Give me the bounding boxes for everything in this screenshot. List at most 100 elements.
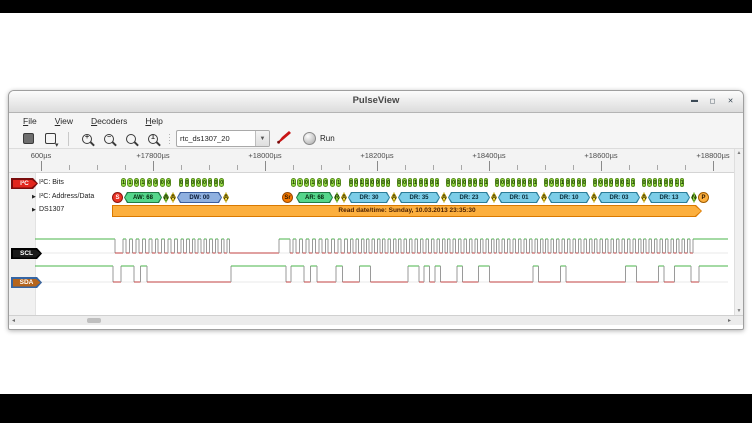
zoom-in-icon: + <box>82 133 92 144</box>
bit-annotation: 0 <box>500 178 505 187</box>
ruler-tick <box>41 161 42 171</box>
annotation-token-a: A <box>541 192 547 203</box>
bit-annotation: 0 <box>397 178 402 187</box>
expander-icon[interactable]: ▶ <box>32 194 36 200</box>
bit-annotation: 0 <box>565 178 570 187</box>
window-title: PulseView <box>352 95 400 106</box>
menu-item-view[interactable]: View <box>54 116 74 126</box>
annotation-token-dr-01: DR: 01 <box>498 192 540 203</box>
titlebar[interactable]: PulseView ▬ ◻ ✕ <box>9 91 743 113</box>
bit-annotation: 0 <box>446 178 451 187</box>
bit-annotation: 0 <box>527 178 532 187</box>
probe-button[interactable] <box>276 129 292 149</box>
bit-annotation: 0 <box>571 178 576 187</box>
bit-annotation: 0 <box>429 178 434 187</box>
ruler-tick <box>377 161 378 171</box>
bit-annotation: 0 <box>202 178 207 187</box>
zoom-in-button[interactable]: + <box>76 130 98 148</box>
v-scrollbar[interactable]: ▲ ▼ <box>734 149 743 315</box>
i2c-decoder-tag[interactable]: I²C <box>11 178 38 189</box>
decoder-row-label-bits[interactable]: I²C: Bits <box>39 179 64 186</box>
bit-annotation: 0 <box>386 178 391 187</box>
session-file-combobox[interactable]: rtc_ds1307_20 ▼ <box>176 130 270 147</box>
annotation-token-s: S <box>112 192 123 203</box>
run-button[interactable]: Run <box>298 131 340 146</box>
zoom-one-to-one-button[interactable]: 1 <box>142 130 164 148</box>
menu-item-file[interactable]: File <box>23 116 37 126</box>
maximize-button[interactable]: ◻ <box>709 97 716 105</box>
h-scrollbar-thumb[interactable] <box>87 318 101 323</box>
ruler-tick <box>321 165 322 170</box>
bit-annotation: 1 <box>291 178 297 187</box>
bit-annotation: 0 <box>329 178 335 187</box>
bit-annotation: 0 <box>418 178 423 187</box>
annotation-token-a: A <box>391 192 397 203</box>
trace-canvas[interactable]: I²C: Bits ▶ I²C: Address/Data ▶ DS1307 I… <box>9 173 743 315</box>
scroll-up-icon[interactable]: ▲ <box>736 150 742 156</box>
ruler-tick <box>349 165 350 170</box>
ruler-label: +18200µs <box>360 151 394 160</box>
minimize-button[interactable]: ▬ <box>691 97 698 104</box>
scroll-left-icon[interactable]: ◂ <box>12 318 16 324</box>
annotation-token-p: P <box>698 192 709 203</box>
annotation-token-a: A <box>591 192 597 203</box>
sda-channel-tag[interactable]: SDA <box>11 277 42 288</box>
bit-annotation: 1 <box>140 178 146 187</box>
expander-icon[interactable]: ▶ <box>32 207 36 213</box>
open-icon <box>22 133 34 144</box>
menu-item-decoders[interactable]: Decoders <box>91 116 128 126</box>
h-scrollbar[interactable]: ◂ ▸ <box>9 315 743 325</box>
bit-annotation: 1 <box>533 178 538 187</box>
zoom-fit-button[interactable] <box>120 130 142 148</box>
bit-annotation: 0 <box>179 178 184 187</box>
ruler-label: +18400µs <box>472 151 506 160</box>
bit-annotation: 0 <box>593 178 598 187</box>
open-button[interactable] <box>17 130 39 148</box>
bit-annotation: 0 <box>354 178 359 187</box>
save-button[interactable] <box>39 130 61 149</box>
ruler-tick <box>265 161 266 171</box>
ruler-tick <box>153 161 154 171</box>
bit-annotation: 1 <box>625 178 630 187</box>
bit-annotation: 1 <box>365 178 370 187</box>
ruler-tick <box>573 165 574 170</box>
bit-annotation: 0 <box>166 178 172 187</box>
menu-item-help[interactable]: Help <box>145 116 163 126</box>
ruler[interactable]: 600µs +17800µs +18000µs +18200µs +18400µs +18… <box>9 149 743 173</box>
ruler-tick <box>69 165 70 170</box>
scroll-right-icon[interactable]: ▸ <box>727 318 731 324</box>
annotation-token-dr-35: DR: 35 <box>398 192 440 203</box>
ruler-label: +18600µs <box>584 151 618 160</box>
ruler-tick <box>629 165 630 170</box>
decoder-row-label-addr-data[interactable]: I²C: Address/Data <box>39 193 95 200</box>
scroll-down-icon[interactable]: ▼ <box>736 308 742 314</box>
waveforms <box>35 238 728 283</box>
bit-annotation: 0 <box>146 178 152 187</box>
bit-annotation: 0 <box>614 178 619 187</box>
bit-annotation: 0 <box>516 178 521 187</box>
bit-annotation: 1 <box>478 178 483 187</box>
chevron-down-icon[interactable]: ▼ <box>255 131 269 146</box>
session-file-value: rtc_ds1307_20 <box>180 134 230 143</box>
run-led-icon <box>303 132 316 145</box>
zoom-fit-icon <box>126 133 136 144</box>
annotation-token-a: A <box>641 192 647 203</box>
annotation-token-dr-23: DR: 23 <box>448 192 490 203</box>
decoder-row-label-ds1307[interactable]: DS1307 <box>39 206 65 213</box>
bit-annotation: 0 <box>381 178 386 187</box>
close-button[interactable]: ✕ <box>727 97 734 105</box>
annotation-token-aw-68: AW: 68 <box>124 192 162 203</box>
bit-annotation: 0 <box>190 178 196 187</box>
bit-annotation: 0 <box>663 178 668 187</box>
bit-annotation: 1 <box>127 178 133 187</box>
bit-annotation: 0 <box>576 178 581 187</box>
scl-channel-tag[interactable]: SCL <box>11 248 42 259</box>
ruler-tick <box>209 165 210 170</box>
bit-annotation: 1 <box>435 178 440 187</box>
bit-annotation: 0 <box>316 178 322 187</box>
bit-annotation: 1 <box>674 178 679 187</box>
ruler-tick <box>517 165 518 170</box>
zoom-out-button[interactable]: − <box>98 130 120 148</box>
left-gutter <box>9 173 36 315</box>
bit-annotation: 1 <box>658 178 663 187</box>
